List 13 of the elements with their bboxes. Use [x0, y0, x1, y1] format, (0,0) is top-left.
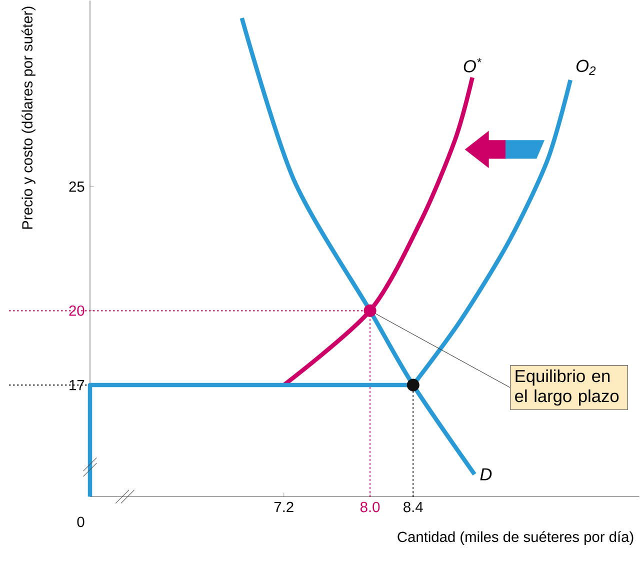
y-tick-label: 17: [70, 380, 84, 390]
x-tick-label: 8.0: [360, 502, 380, 512]
x-axis-title: Cantidad (miles de suéteres por día): [398, 531, 634, 545]
y-tick-label: 20: [69, 305, 84, 316]
series-label: D: [480, 468, 492, 480]
annotation: Equilibrio en el largo plazo: [515, 369, 619, 406]
y-axis-title: Precio y costo (dólares por suéter): [22, 6, 36, 229]
series-label: O$^{*}$: [464, 58, 482, 72]
text: 0: [77, 516, 84, 528]
x-tick-label: 7.2: [274, 502, 294, 512]
y-tick-label: 25: [69, 181, 84, 192]
x-tick-label: 8.4: [404, 502, 423, 512]
series-label: O$_{2}$: [576, 60, 596, 75]
